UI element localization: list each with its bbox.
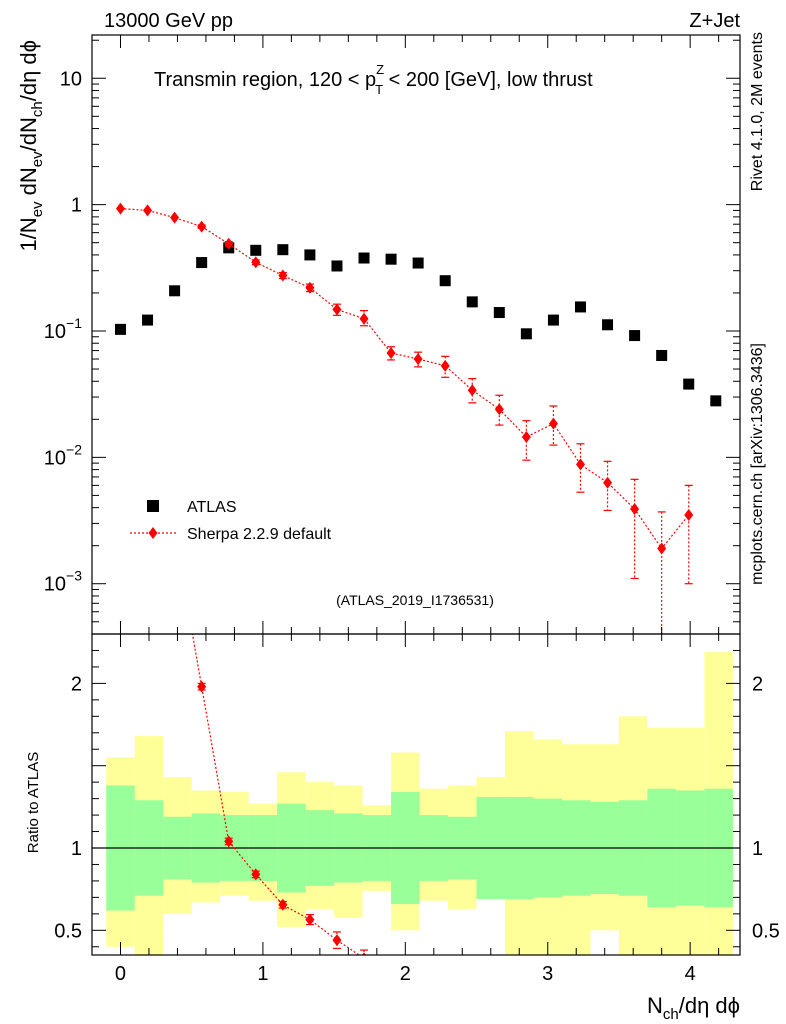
- atlas-point: [142, 314, 154, 326]
- y-tick-label-bottom-right: 1: [752, 838, 763, 860]
- sherpa-point: [575, 458, 585, 471]
- y-tick-label-bottom-left: 0.5: [54, 920, 82, 942]
- ratio-point: [278, 898, 288, 911]
- sherpa-point: [115, 202, 125, 215]
- atlas-point: [466, 296, 478, 308]
- atlas-point: [683, 378, 695, 390]
- top-panel-frame: [91, 34, 741, 635]
- sherpa-point: [657, 542, 667, 555]
- sherpa-series: [115, 202, 694, 634]
- atlas-point: [493, 307, 505, 319]
- y-tick-label-bottom-right: 0.5: [752, 920, 780, 942]
- sherpa-point: [684, 508, 694, 521]
- atlas-point: [277, 244, 289, 256]
- sherpa-point: [386, 346, 396, 359]
- sherpa-point: [359, 312, 369, 325]
- atlas-point: [574, 301, 586, 313]
- atlas-point: [385, 253, 397, 265]
- atlas-point: [439, 275, 451, 287]
- axes-frames: [91, 34, 741, 956]
- y-tick-label-top: 10−3: [44, 568, 82, 596]
- x-axis-label: Nch/dη dϕ: [647, 993, 740, 1023]
- x-tick-label: 4: [685, 963, 696, 985]
- side-label-bottom: mcplots.cern.ch [arXiv:1306.3436]: [749, 343, 766, 585]
- sherpa-point: [305, 281, 315, 294]
- atlas-point: [196, 257, 208, 269]
- y-tick-label-bottom-left: 1: [71, 838, 82, 860]
- atlas-point: [520, 328, 532, 340]
- ratio-point: [332, 934, 342, 947]
- ratio-bands: [106, 652, 733, 955]
- sherpa-point: [413, 353, 423, 366]
- top-right-label: Z+Jet: [689, 10, 740, 32]
- legend-atlas-label: ATLAS: [187, 499, 237, 516]
- ratio-line: [191, 634, 361, 955]
- atlas-point: [602, 319, 614, 331]
- ratio-point: [197, 680, 207, 693]
- ratio-point: [305, 913, 315, 926]
- watermark-label: (ATLAS_2019_I1736531): [336, 592, 494, 608]
- y-tick-label-top: 10: [60, 68, 82, 90]
- y-axis-label-bottom: Ratio to ATLAS: [25, 752, 42, 853]
- sherpa-point: [548, 417, 558, 430]
- legend-sherpa-label: Sherpa 2.2.9 default: [187, 526, 332, 543]
- sherpa-point: [603, 476, 613, 489]
- top-left-label: 13000 GeV pp: [104, 10, 233, 32]
- sherpa-point: [224, 237, 234, 250]
- sherpa-point: [521, 430, 531, 443]
- sherpa-point: [278, 269, 288, 282]
- x-tick-label: 3: [542, 963, 553, 985]
- y-tick-label-top: 10−2: [44, 441, 82, 469]
- sherpa-line: [120, 208, 690, 550]
- sherpa-point: [197, 220, 207, 233]
- atlas-point: [547, 314, 559, 326]
- atlas-point: [304, 249, 316, 261]
- ratio-point: [224, 835, 234, 848]
- atlas-series: [114, 242, 722, 407]
- bottom-panel-frame: [91, 633, 741, 956]
- sherpa-point: [467, 384, 477, 397]
- ratio-point: [251, 868, 261, 881]
- ratio-point: [361, 952, 367, 955]
- side-label-top: Rivet 4.1.0, 2M events: [749, 32, 766, 191]
- atlas-point: [250, 244, 262, 256]
- x-tick-label: 1: [257, 963, 268, 985]
- sherpa-point: [440, 359, 450, 372]
- x-tick-label: 2: [400, 963, 411, 985]
- legend-sherpa-marker: [148, 527, 158, 539]
- atlas-point: [358, 252, 370, 264]
- y-axis-label-top: 1/Nev dNev/dNch/dη dϕ: [16, 40, 46, 252]
- x-tick-label: 0: [115, 963, 126, 985]
- y-tick-label-top: 10−1: [44, 315, 82, 343]
- atlas-point: [169, 285, 181, 297]
- atlas-point: [412, 257, 424, 269]
- sherpa-point: [251, 256, 261, 269]
- atlas-point: [656, 349, 668, 361]
- atlas-point: [710, 395, 722, 407]
- plot-title: Transmin region, 120 < pZ T < 200 [GeV], …: [154, 62, 593, 97]
- axis-ticks: [91, 35, 740, 955]
- y-tick-label-bottom-left: 2: [71, 673, 82, 695]
- y-tick-label-top: 1: [71, 195, 82, 217]
- chart-texts: 13000 GeV pp Z+Jet Transmin region, 120 < …: [16, 10, 780, 1023]
- sherpa-point: [494, 403, 504, 416]
- y-tick-label-bottom-right: 2: [752, 673, 763, 695]
- atlas-point: [114, 323, 126, 335]
- sherpa-point: [143, 204, 153, 217]
- ratio-series: [191, 634, 369, 955]
- sherpa-point: [630, 503, 640, 516]
- atlas-point: [629, 330, 641, 342]
- atlas-point: [331, 260, 343, 272]
- legend-atlas-marker: [147, 500, 159, 512]
- sherpa-point: [170, 211, 180, 224]
- sherpa-point: [332, 303, 342, 316]
